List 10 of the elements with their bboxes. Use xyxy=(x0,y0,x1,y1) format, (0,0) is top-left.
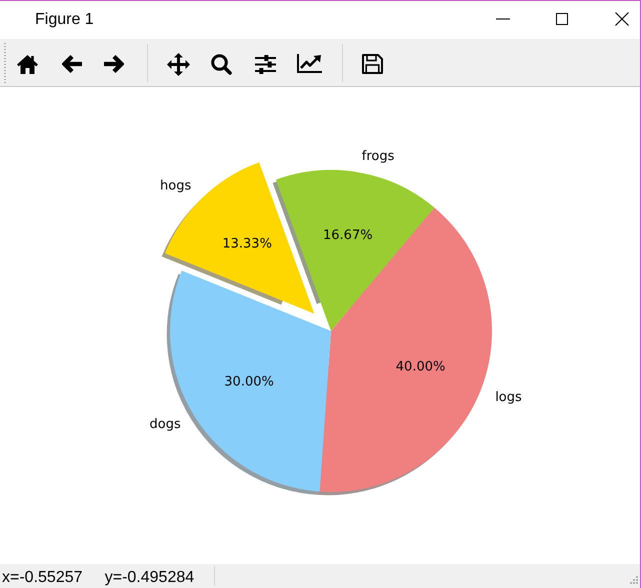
data-label: 30.00% xyxy=(224,374,274,390)
data-label: 40.00% xyxy=(396,360,446,375)
text: x=-0.55257 y=-0.495284 xyxy=(2,568,194,588)
caption: Figure 1 xyxy=(35,10,94,30)
data-label: 16.67% xyxy=(322,228,373,244)
slice-label: frogs xyxy=(362,148,395,164)
slice-label: logs xyxy=(495,390,522,405)
data-label: 13.33% xyxy=(222,236,272,252)
slice-label: dogs xyxy=(150,417,182,432)
slice-label: hogs xyxy=(160,178,192,194)
